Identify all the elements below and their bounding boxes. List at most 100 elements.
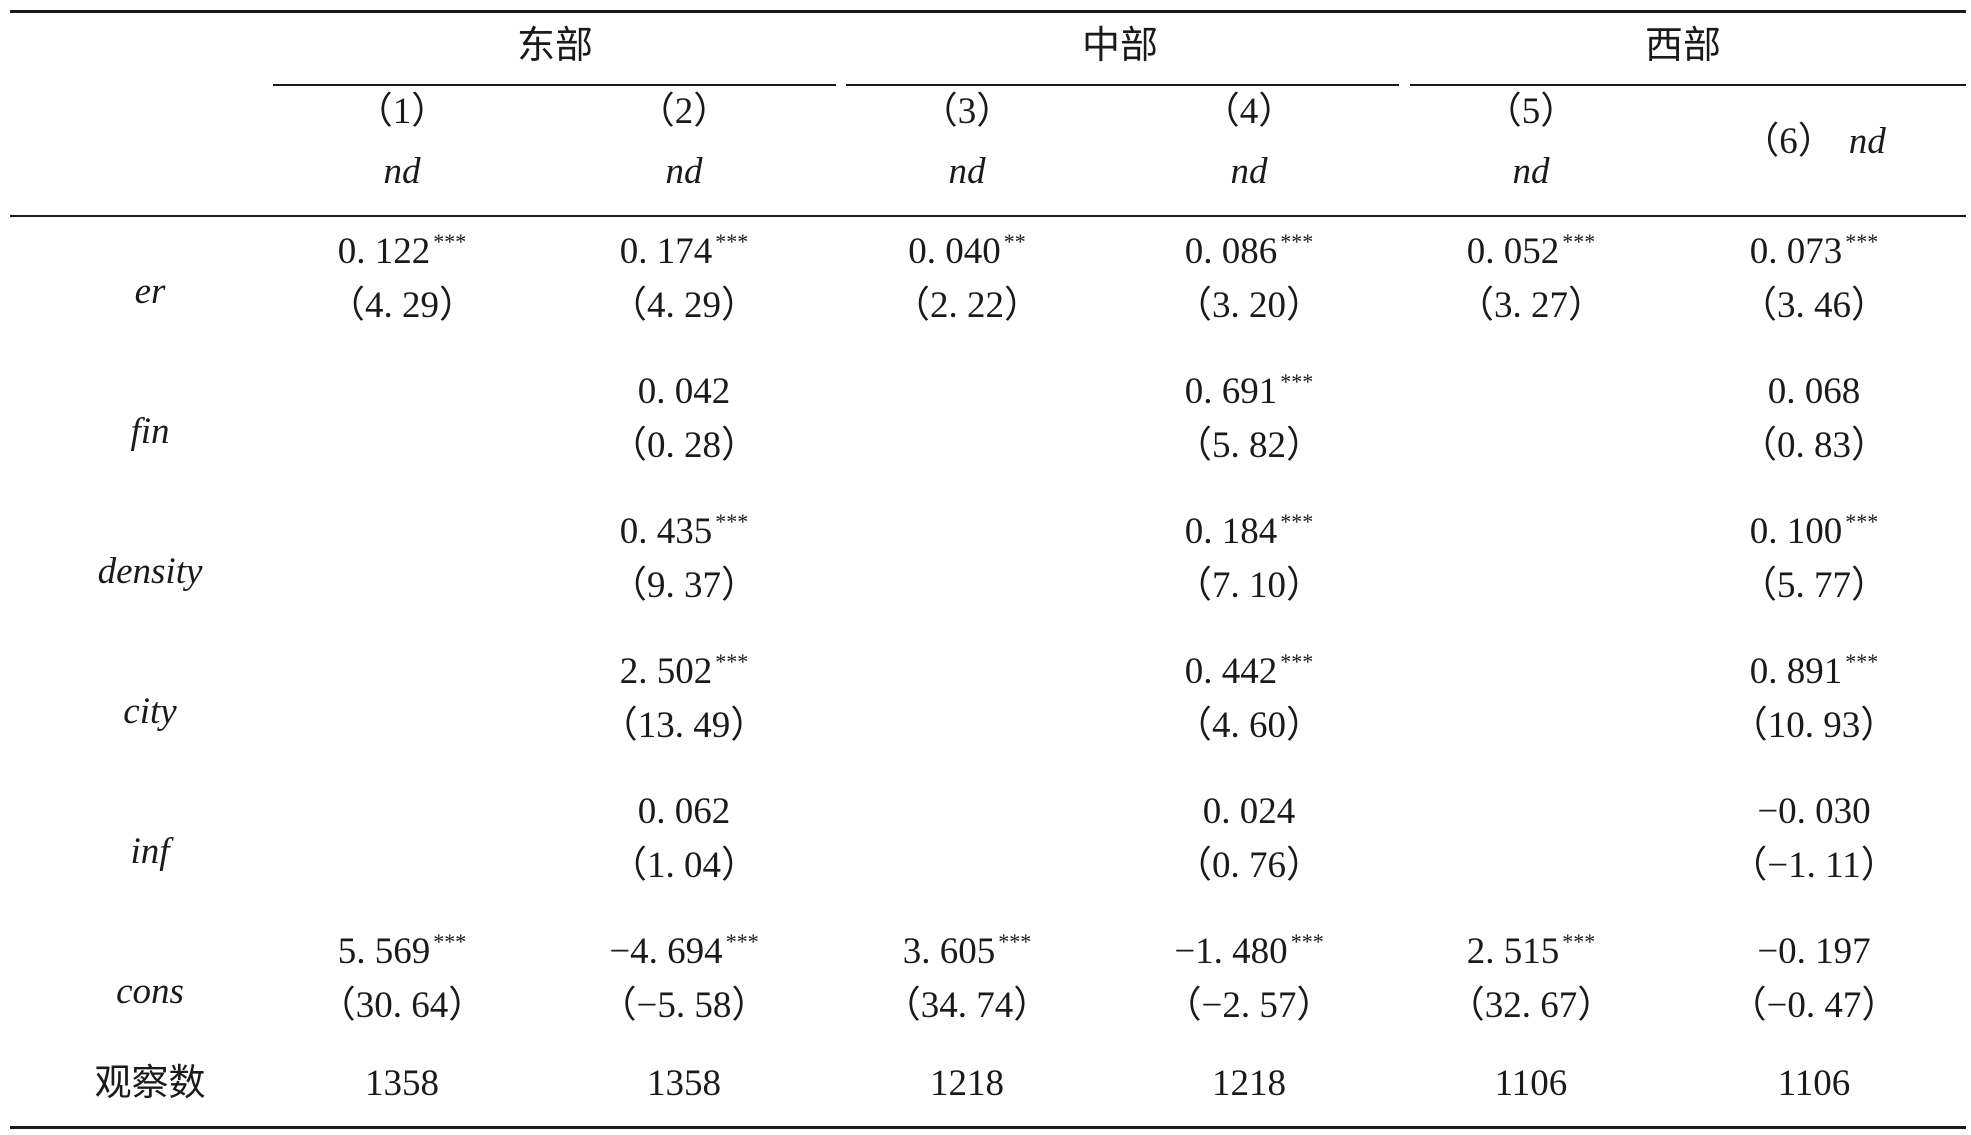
t-statistic: （3. 20） <box>1175 285 1323 326</box>
group-header-central: 中部 <box>1081 25 1158 67</box>
coefficient-value: 0. 068 <box>1767 371 1861 412</box>
column-number: （6） <box>1742 121 1835 162</box>
coefficient-value: 2. 502 <box>619 651 713 692</box>
coefficient: 0. 062 <box>544 790 824 834</box>
t-statistic: （5. 82） <box>1175 425 1323 466</box>
t-statistic: （2. 22） <box>893 285 1041 326</box>
significance-stars: *** <box>725 929 759 954</box>
coefficient: −1. 480 *** <box>1109 929 1389 978</box>
bottom-rule <box>10 1126 1966 1129</box>
column-header-6: （6） nd <box>1674 120 1954 164</box>
significance-stars: *** <box>1280 369 1314 394</box>
coefficient: 0. 068 <box>1674 370 1954 414</box>
coefficient: 0. 691 *** <box>1109 369 1389 418</box>
coefficient-value: 2. 515 <box>1466 931 1560 972</box>
t-statistic: （4. 29） <box>610 285 758 326</box>
coefficient-value: 5. 569 <box>337 931 431 972</box>
coefficient-value: 0. 100 <box>1749 511 1843 552</box>
top-rule <box>10 10 1966 13</box>
significance-stars: *** <box>1845 649 1879 674</box>
row-label-fin: fin <box>130 411 170 452</box>
significance-stars: *** <box>1562 929 1596 954</box>
coefficient: 3. 605 *** <box>827 929 1107 978</box>
coefficient-value: 0. 435 <box>619 511 713 552</box>
row-label-inf: inf <box>130 831 170 872</box>
column-number: （4） <box>1202 91 1296 132</box>
coefficient-value: −4. 694 <box>609 931 723 972</box>
coefficient: 0. 174 *** <box>544 229 824 278</box>
coefficient-value: 0. 184 <box>1184 511 1278 552</box>
coefficient-value: 0. 062 <box>637 791 731 832</box>
significance-stars: *** <box>1280 509 1314 534</box>
significance-stars: *** <box>715 229 749 254</box>
coefficient: −0. 030 <box>1674 790 1954 834</box>
row-label-density: density <box>97 551 203 592</box>
coefficient-value: 0. 052 <box>1466 231 1560 272</box>
significance-stars: *** <box>1280 229 1314 254</box>
t-statistic: （−2. 57） <box>1164 985 1334 1026</box>
coefficient-value: 0. 174 <box>619 231 713 272</box>
coefficient: 0. 024 <box>1109 790 1389 834</box>
coefficient: 5. 569 *** <box>262 929 542 978</box>
header-rule <box>10 215 1966 217</box>
t-statistic: （0. 28） <box>610 425 758 466</box>
significance-stars: *** <box>998 929 1032 954</box>
coefficient-value: −0. 030 <box>1757 791 1871 832</box>
coefficient-value: 0. 024 <box>1202 791 1296 832</box>
column-variable: nd <box>665 151 703 192</box>
coefficient: 0. 073 *** <box>1674 229 1954 278</box>
significance-stars: *** <box>715 649 749 674</box>
observations-value: 1218 <box>1212 1063 1286 1104</box>
row-label-city: city <box>123 691 177 732</box>
t-statistic: （4. 29） <box>328 285 476 326</box>
observations-value: 1218 <box>930 1063 1004 1104</box>
observations-value: 1358 <box>647 1063 721 1104</box>
coefficient: 0. 891 *** <box>1674 649 1954 698</box>
column-variable: nd <box>948 151 986 192</box>
coefficient: 0. 052 *** <box>1391 229 1671 278</box>
column-number: （2） <box>637 91 731 132</box>
t-statistic: （5. 77） <box>1740 565 1888 606</box>
significance-stars: *** <box>1845 229 1879 254</box>
column-variable: nd <box>383 151 421 192</box>
coefficient: 0. 086 *** <box>1109 229 1389 278</box>
coefficient-value: 0. 891 <box>1749 651 1843 692</box>
group-rule-central <box>846 84 1399 86</box>
column-variable: nd <box>1512 151 1550 192</box>
regression-table: 东部 中部 西部 （1） nd （2） nd （3） nd （4） nd （5） nd （6） nd e… <box>10 10 1966 1130</box>
significance-stars: *** <box>433 229 467 254</box>
t-statistic: （1. 04） <box>610 845 758 886</box>
coefficient-value: −0. 197 <box>1757 931 1871 972</box>
coefficient: 0. 435 *** <box>544 509 824 558</box>
coefficient: −0. 197 <box>1674 930 1954 974</box>
t-statistic: （30. 64） <box>318 985 486 1026</box>
coefficient: 0. 042 <box>544 370 824 414</box>
t-statistic: （34. 74） <box>883 985 1051 1026</box>
coefficient-value: 0. 691 <box>1184 371 1278 412</box>
coefficient-value: 0. 442 <box>1184 651 1278 692</box>
t-statistic: （3. 46） <box>1740 285 1888 326</box>
observations-value: 1358 <box>365 1063 439 1104</box>
coefficient: 0. 184 *** <box>1109 509 1389 558</box>
group-header-west: 西部 <box>1644 25 1721 67</box>
group-rule-east <box>273 84 836 86</box>
column-number: （3） <box>920 91 1014 132</box>
t-statistic: （0. 76） <box>1175 845 1323 886</box>
significance-stars: *** <box>1290 929 1324 954</box>
row-label-er: er <box>134 271 166 312</box>
coefficient: 0. 040 ** <box>827 229 1107 278</box>
column-number: （1） <box>355 91 449 132</box>
column-variable: nd <box>1848 121 1886 162</box>
coefficient: 2. 515 *** <box>1391 929 1671 978</box>
coefficient-value: 0. 073 <box>1749 231 1843 272</box>
coefficient-value: 3. 605 <box>902 931 996 972</box>
significance-stars: *** <box>1562 229 1596 254</box>
coefficient: 0. 122 *** <box>262 229 542 278</box>
t-statistic: （32. 67） <box>1447 985 1615 1026</box>
observations-value: 1106 <box>1777 1063 1851 1104</box>
coefficient-value: 0. 086 <box>1184 231 1278 272</box>
t-statistic: （7. 10） <box>1175 565 1323 606</box>
significance-stars: *** <box>715 509 749 534</box>
coefficient-value: 0. 122 <box>337 231 431 272</box>
coefficient: −4. 694 *** <box>544 929 824 978</box>
